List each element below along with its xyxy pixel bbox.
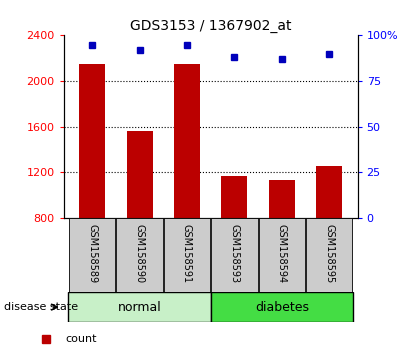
- Text: normal: normal: [118, 301, 162, 314]
- Bar: [164, 218, 210, 292]
- Bar: [269, 180, 295, 218]
- Bar: [211, 218, 258, 292]
- Text: diabetes: diabetes: [255, 301, 309, 314]
- Text: count: count: [65, 334, 97, 344]
- Bar: [79, 64, 105, 218]
- Text: GSM158595: GSM158595: [324, 224, 334, 283]
- Bar: [306, 218, 352, 292]
- Bar: [259, 218, 305, 292]
- Bar: [211, 292, 353, 322]
- Bar: [221, 176, 247, 218]
- Text: GSM158594: GSM158594: [277, 224, 287, 283]
- Bar: [69, 292, 211, 322]
- Title: GDS3153 / 1367902_at: GDS3153 / 1367902_at: [130, 19, 291, 33]
- Text: GSM158589: GSM158589: [87, 224, 97, 283]
- Text: disease state: disease state: [4, 302, 78, 312]
- Bar: [316, 166, 342, 218]
- Bar: [174, 64, 200, 218]
- Text: GSM158591: GSM158591: [182, 224, 192, 283]
- Text: GSM158590: GSM158590: [134, 224, 145, 283]
- Bar: [69, 218, 115, 292]
- Bar: [127, 131, 152, 218]
- Bar: [116, 218, 163, 292]
- Text: GSM158593: GSM158593: [229, 224, 239, 283]
